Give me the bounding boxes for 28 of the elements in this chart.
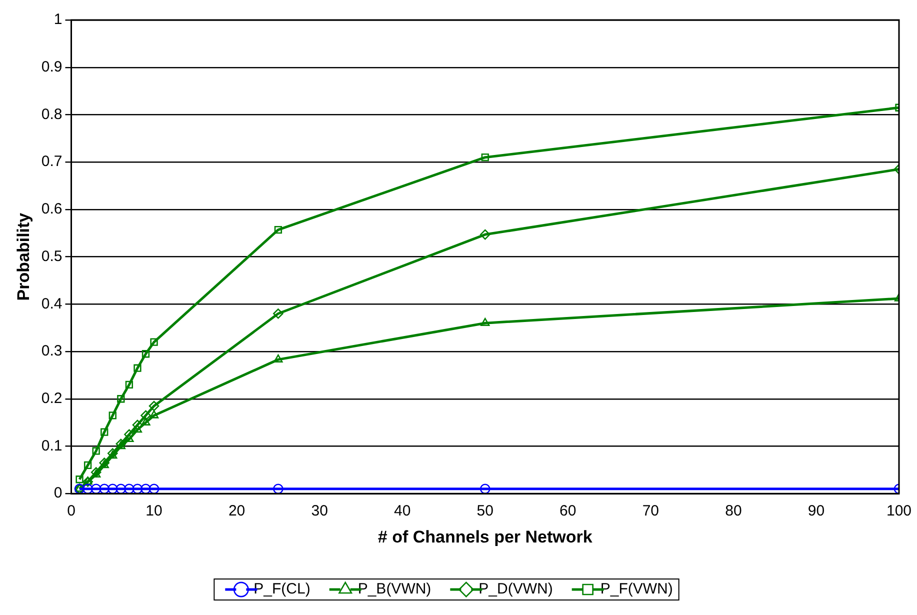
legend-label: P_D(VWN) <box>478 580 553 598</box>
x-tick-label: 90 <box>808 502 825 520</box>
x-axis-title: # of Channels per Network <box>378 527 593 546</box>
y-tick-label: 0.8 <box>41 106 62 123</box>
x-tick-label: 50 <box>476 502 494 520</box>
y-tick-label: 0.3 <box>41 342 62 360</box>
x-tick-label: 40 <box>394 502 411 520</box>
legend-label: P_F(CL) <box>254 580 310 598</box>
y-tick-label: 0.2 <box>41 390 62 408</box>
y-tick-label: 0.9 <box>41 58 62 76</box>
x-tick-label: 70 <box>642 502 660 520</box>
x-tick-label: 80 <box>725 502 742 520</box>
x-tick-label: 0 <box>67 502 76 520</box>
y-axis-title: Probability <box>14 212 33 301</box>
y-tick-label: 1 <box>54 11 62 28</box>
x-tick-label: 60 <box>560 502 576 520</box>
y-tick-label: 0.6 <box>41 200 62 218</box>
y-tick-label: 0.4 <box>41 295 62 312</box>
y-tick-label: 0.1 <box>41 437 62 454</box>
x-tick-label: 100 <box>886 502 912 520</box>
legend-label: P_F(VWN) <box>600 580 673 598</box>
y-tick-label: 0.7 <box>41 153 62 170</box>
y-tick-label: 0 <box>54 484 62 502</box>
x-tick-label: 20 <box>228 502 246 520</box>
x-tick-label: 30 <box>311 502 328 520</box>
y-tick-label: 0.5 <box>41 248 62 265</box>
x-tick-label: 10 <box>146 502 162 520</box>
legend-label: P_B(VWN) <box>358 580 432 598</box>
